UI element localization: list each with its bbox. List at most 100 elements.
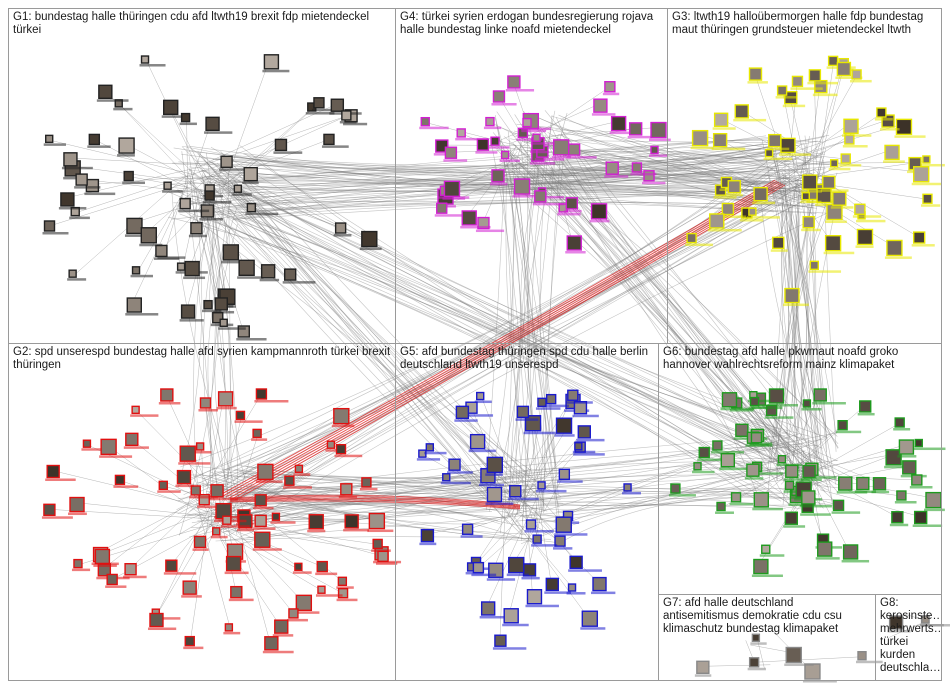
node-label [856, 660, 883, 664]
node-label [282, 281, 316, 284]
edge [426, 122, 516, 146]
node-label [894, 501, 917, 504]
node-label [198, 408, 218, 412]
edge-bundle [187, 507, 544, 516]
node-label [602, 92, 620, 96]
node-avatar [94, 548, 111, 565]
edge-bundle [206, 491, 786, 509]
node-label [912, 524, 943, 527]
node-label [808, 270, 842, 273]
node-label [192, 548, 209, 551]
node-label [43, 143, 66, 146]
edge [524, 514, 569, 517]
node-label [123, 446, 149, 449]
node-label [491, 103, 517, 106]
node-avatar [123, 170, 134, 182]
node-label [221, 260, 243, 264]
edge-bundle [233, 460, 765, 504]
node-label [842, 134, 872, 137]
node-label [591, 591, 616, 595]
edge-bundle [213, 461, 776, 530]
node-label [157, 490, 181, 493]
node-label [576, 438, 605, 442]
node-label [502, 623, 529, 627]
edge-bundle [528, 112, 809, 174]
node-label [293, 473, 311, 476]
edge-bundle [761, 139, 813, 483]
node-avatar [149, 612, 164, 628]
node-avatar [604, 81, 616, 93]
node-avatar [361, 477, 372, 488]
node-label [343, 122, 368, 126]
node-label [204, 131, 233, 134]
edge [510, 430, 584, 522]
edge-bundle [782, 179, 799, 505]
node-avatar [210, 484, 224, 498]
node-avatar [567, 583, 577, 592]
node-label [440, 481, 471, 485]
node-label [486, 578, 516, 581]
node-label [223, 631, 241, 635]
node-label [434, 214, 462, 217]
node-label [801, 478, 822, 482]
node-label [566, 592, 586, 595]
edge-bundle [189, 192, 806, 512]
edge [518, 446, 581, 498]
node-avatar [590, 203, 608, 220]
edge-bundle [793, 189, 837, 485]
node-label [766, 147, 790, 151]
node-avatar [288, 608, 299, 619]
node-label [525, 604, 559, 608]
node-label [87, 145, 111, 148]
node-avatar [537, 481, 546, 490]
node-avatar [308, 514, 324, 530]
node-avatar [712, 132, 728, 148]
node-avatar [313, 97, 325, 109]
node-avatar [593, 98, 608, 113]
node-label [251, 438, 268, 441]
node-label [202, 309, 222, 313]
node-label [58, 206, 87, 210]
edge-bundle [254, 174, 769, 482]
node-label [591, 113, 616, 116]
node-label [113, 107, 133, 111]
node-avatar [182, 580, 197, 595]
node-label [139, 64, 166, 67]
node-avatar [184, 260, 200, 277]
node-label [419, 126, 449, 130]
node-avatar [922, 155, 931, 164]
node-label [81, 448, 114, 451]
node-label [282, 486, 312, 489]
node-label [373, 560, 402, 564]
edge-bundle [503, 136, 793, 456]
edge-bundle [540, 147, 565, 509]
edge-bundle [227, 190, 825, 525]
node-label [828, 167, 851, 171]
node-avatar [912, 231, 926, 244]
node-avatar [753, 558, 769, 575]
node-label [292, 571, 312, 574]
node-label [801, 408, 822, 411]
edge-bundle [203, 175, 815, 476]
edge [704, 452, 787, 475]
node-label [147, 627, 177, 631]
node-label [815, 203, 835, 207]
edge [199, 172, 250, 178]
edge-bundle [767, 172, 838, 473]
edge-bundle [548, 173, 784, 184]
edge-bundle [171, 156, 823, 220]
node-label [609, 131, 639, 135]
node-avatar [552, 139, 570, 156]
node-avatar [118, 137, 135, 154]
edge-bundle [235, 502, 502, 525]
edge-bundle [173, 134, 830, 173]
node-label [416, 458, 441, 461]
node-avatar [914, 438, 923, 448]
node-label [880, 128, 900, 131]
node-label [836, 430, 862, 434]
node-label [179, 122, 197, 126]
node-label [763, 157, 793, 161]
node-avatar [420, 528, 435, 543]
node-label [580, 627, 606, 630]
node-label [506, 573, 529, 577]
